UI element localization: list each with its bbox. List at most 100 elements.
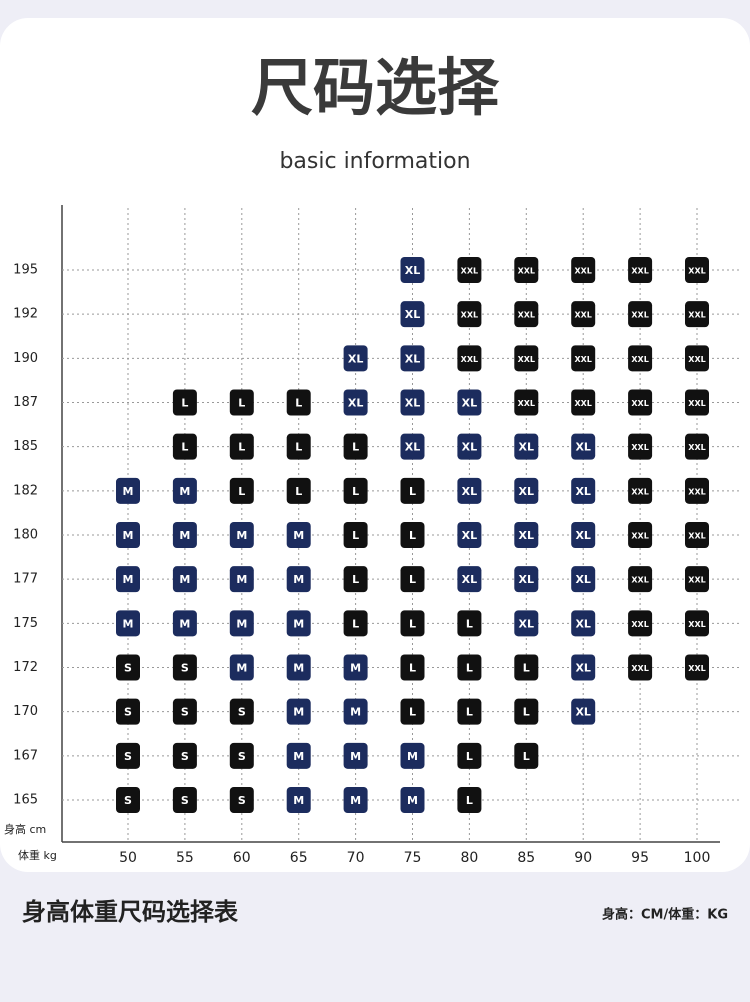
size-badge (685, 433, 709, 460)
size-label: M (407, 794, 418, 807)
size-label: XL (519, 573, 535, 586)
size-badge (628, 345, 653, 372)
size-label: XL (462, 441, 478, 454)
size-label: M (293, 794, 304, 807)
size-badge (343, 433, 368, 460)
size-label: XL (519, 617, 535, 630)
size-badge (343, 742, 368, 769)
size-badge (343, 566, 368, 593)
size-badge (229, 787, 254, 813)
size-label: L (523, 706, 530, 719)
size-label: S (181, 794, 189, 807)
size-label: S (238, 794, 246, 807)
size-badge (514, 610, 539, 637)
size-label: XXL (688, 311, 705, 320)
size-label: XXL (631, 443, 648, 452)
size-label: XL (405, 441, 421, 454)
x-tick-label: 95 (631, 850, 649, 866)
size-label: XL (575, 662, 591, 675)
y-tick-label: 180 (13, 528, 38, 543)
size-label: M (407, 750, 418, 763)
x-tick-label: 90 (574, 850, 592, 866)
size-label: XXL (688, 487, 705, 496)
size-label: XXL (574, 311, 591, 320)
size-label: XL (405, 264, 421, 277)
size-badge (571, 257, 596, 283)
size-badge (229, 698, 254, 725)
size-label: XXL (631, 620, 648, 629)
size-badge (514, 477, 539, 504)
size-label: M (236, 617, 247, 630)
size-badge (229, 566, 254, 593)
x-tick-label: 85 (517, 850, 535, 866)
size-label: M (236, 529, 247, 542)
y-tick-label: 172 (13, 660, 38, 675)
size-badge (457, 610, 482, 637)
size-label: L (523, 662, 530, 675)
y-tick-label: 195 (13, 263, 38, 278)
size-badge (229, 654, 254, 681)
size-label: M (123, 529, 134, 542)
x-tick-label: 75 (404, 850, 422, 866)
size-badge (571, 477, 596, 504)
size-label: L (466, 706, 473, 719)
size-label: XL (575, 529, 591, 542)
size-label: L (409, 706, 416, 719)
size-label: L (352, 573, 359, 586)
size-label: XXL (631, 267, 648, 276)
size-badge (685, 257, 709, 283)
size-label: M (236, 662, 247, 675)
size-badge (628, 433, 653, 460)
size-badge (286, 566, 311, 593)
size-label: XXL (688, 576, 705, 585)
size-label: S (124, 750, 132, 763)
size-label: L (352, 617, 359, 630)
x-tick-label: 80 (460, 850, 478, 866)
size-label: S (124, 706, 132, 719)
y-tick-label: 185 (13, 439, 38, 454)
y-tick-label: 177 (13, 572, 38, 587)
x-tick-label: 60 (233, 850, 251, 866)
size-badge (628, 477, 653, 504)
size-badge (400, 522, 425, 548)
size-badge (116, 787, 140, 813)
size-badge (457, 654, 482, 681)
size-badge (514, 433, 539, 460)
size-label: M (123, 485, 134, 498)
size-badge (571, 566, 596, 593)
size-badge (514, 742, 539, 769)
size-badge (457, 477, 482, 504)
size-badge (400, 257, 425, 283)
size-label: M (350, 706, 361, 719)
size-label: XXL (688, 443, 705, 452)
size-badge (116, 610, 140, 637)
size-label: XXL (518, 355, 535, 364)
size-label: S (124, 662, 132, 675)
size-badge (343, 345, 368, 372)
size-label: XL (348, 352, 364, 365)
size-badge (343, 389, 368, 416)
size-badge (571, 522, 596, 548)
size-badge (343, 654, 368, 681)
size-label: S (181, 706, 189, 719)
size-badge (457, 698, 482, 725)
size-label: M (293, 706, 304, 719)
size-badge (514, 566, 539, 593)
size-badge (628, 522, 653, 548)
size-label: S (181, 662, 189, 675)
size-badge (172, 742, 197, 769)
size-label: L (409, 529, 416, 542)
size-badge (685, 522, 709, 548)
y-tick-label: 182 (13, 483, 38, 498)
size-badge (628, 566, 653, 593)
size-label: M (179, 573, 190, 586)
size-label: L (238, 441, 245, 454)
size-badge (172, 610, 197, 637)
y-tick-label: 192 (13, 307, 38, 322)
size-badge (400, 654, 425, 681)
size-label: XL (575, 706, 591, 719)
size-badge (286, 389, 311, 416)
x-tick-label: 55 (176, 850, 194, 866)
size-badge (229, 389, 254, 416)
